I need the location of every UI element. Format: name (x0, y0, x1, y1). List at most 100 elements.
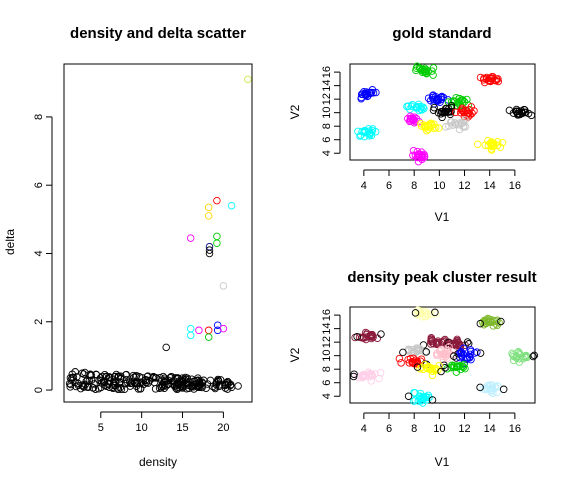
gold-standard-point (441, 123, 450, 131)
gold-standard-point (430, 103, 438, 112)
gold-standard-point (418, 151, 427, 160)
decision-point (79, 382, 87, 390)
decision-point-highlight (213, 196, 221, 205)
gold-standard-point (437, 95, 445, 104)
cluster-result-point (410, 397, 418, 405)
decision-point-highlight (227, 201, 236, 210)
gold-standard-point (431, 123, 440, 132)
gold-standard-point (413, 62, 421, 71)
decision-point (74, 381, 83, 390)
gold-standard-point (371, 127, 380, 136)
decision-point-highlight (186, 324, 195, 333)
gold-standard-point (413, 147, 422, 156)
gold-standard-point (473, 140, 482, 149)
decision-point-highlight (213, 232, 221, 241)
cluster-result-point (367, 377, 375, 385)
gold-standard-point (438, 92, 446, 101)
cluster-result-point (456, 365, 465, 374)
decision-graph-title: density and delta scatter (70, 25, 246, 42)
decision-point-highlight (195, 326, 203, 335)
gold-standard-y-tick-label: 10 (321, 107, 333, 119)
decision-point (94, 384, 103, 393)
gold-standard-point (489, 139, 498, 147)
decision-graph-ylabel: delta (3, 229, 17, 255)
decision-point (195, 383, 204, 391)
decision-point-highlight (162, 343, 170, 352)
cluster-result-point (512, 354, 521, 362)
gold-standard-point (466, 110, 474, 119)
gold-standard-x-tick-label: 12 (458, 180, 470, 192)
gold-standard-y-tick-label: 14 (321, 80, 333, 92)
gold-standard-point (494, 77, 503, 86)
gold-standard-point (432, 96, 440, 104)
decision-point (216, 376, 225, 384)
decision-point (102, 373, 110, 381)
cluster-result-outlier-point (411, 309, 420, 317)
cluster-result-y-tick-label: 14 (321, 323, 333, 335)
cluster-result-point (405, 359, 414, 367)
decision-point (91, 385, 100, 393)
cluster-result-point (367, 330, 376, 339)
cluster-result-xlabel: V1 (435, 455, 450, 469)
decision-point (181, 379, 190, 388)
decision-point (141, 376, 150, 385)
cluster-result-point (437, 350, 445, 359)
gold-standard-point (409, 151, 417, 160)
cluster-result-outlier-point (530, 351, 539, 360)
gold-standard-x-tick-label: 8 (411, 180, 417, 192)
decision-point (170, 382, 179, 390)
gold-standard-point (409, 116, 417, 124)
cluster-result-point (365, 370, 374, 378)
cluster-result-outlier-point (353, 332, 361, 341)
decision-point (100, 378, 109, 387)
gold-standard-point (366, 89, 375, 98)
cluster-result-outlier-point (499, 385, 508, 394)
decision-point (115, 378, 124, 386)
decision-graph-y-tick-label: 8 (33, 114, 45, 120)
cluster-result-point (413, 306, 422, 315)
decision-point-highlight (186, 331, 195, 340)
cluster-result-outlier-point (350, 370, 358, 378)
cluster-result-point (397, 359, 405, 367)
cluster-result-point (431, 310, 440, 318)
decision-point (162, 382, 170, 390)
decision-point (111, 372, 119, 381)
decision-point (105, 373, 114, 381)
decision-graph-x-tick-label: 5 (98, 422, 104, 434)
decision-point-highlight (213, 321, 222, 329)
decision-point-highlight (204, 333, 213, 341)
cluster-result-x-tick-label: 8 (411, 423, 417, 435)
cluster-result-outlier-point (450, 352, 458, 360)
decision-graph-x-tick-label: 20 (217, 422, 229, 434)
cluster-result-point (461, 364, 469, 373)
cluster-result-y-tick-label: 12 (321, 336, 333, 348)
gold-standard-x-tick-label: 16 (509, 180, 521, 192)
cluster-result-point (480, 320, 488, 329)
gold-standard-y-tick-label: 12 (321, 93, 333, 105)
decision-point-highlight (219, 282, 228, 290)
cluster-result-x-tick-label: 10 (433, 423, 445, 435)
gold-standard-ylabel: V2 (288, 104, 302, 119)
decision-point (167, 373, 175, 381)
decision-point-highlight (244, 75, 252, 84)
gold-standard-point (480, 74, 488, 82)
gold-standard-point (456, 118, 465, 127)
cluster-result-point (421, 392, 430, 401)
cluster-result-point (446, 339, 455, 347)
cluster-result-point (452, 368, 461, 376)
gold-standard-point (415, 64, 424, 72)
cluster-result-x-tick-label: 12 (458, 423, 470, 435)
gold-standard-x-tick-label: 10 (433, 180, 445, 192)
cluster-result-point (413, 310, 421, 319)
decision-point (133, 379, 141, 387)
cluster-result-point (376, 369, 385, 377)
cluster-result-point (463, 354, 471, 363)
gold-standard-point (413, 153, 421, 162)
decision-graph-y-tick-label: 6 (33, 182, 45, 188)
cluster-result-y-tick-label: 6 (321, 380, 333, 386)
gold-standard-point (441, 107, 450, 116)
decision-point (73, 373, 81, 381)
cluster-result-point (453, 335, 461, 344)
